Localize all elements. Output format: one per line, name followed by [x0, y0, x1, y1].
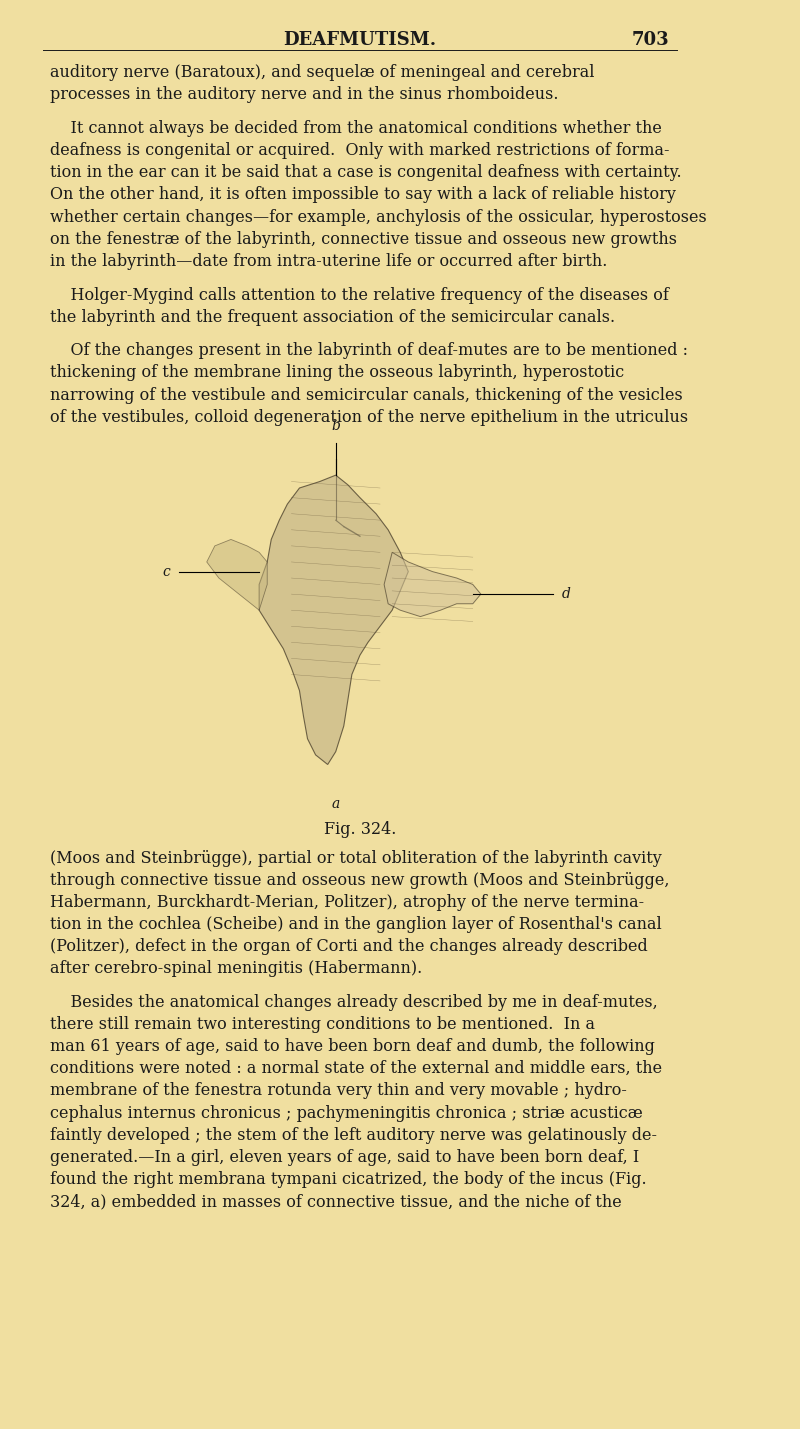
Text: processes in the auditory nerve and in the sinus rhomboideus.: processes in the auditory nerve and in t… — [50, 87, 559, 103]
Text: in the labyrinth—date from intra-uterine life or occurred after birth.: in the labyrinth—date from intra-uterine… — [50, 253, 608, 270]
Text: tion in the ear can it be said that a case is congenital deafness with certainty: tion in the ear can it be said that a ca… — [50, 164, 682, 181]
Text: 703: 703 — [632, 31, 670, 50]
Text: of the vestibules, colloid degeneration of the nerve epithelium in the utriculus: of the vestibules, colloid degeneration … — [50, 409, 689, 426]
Text: On the other hand, it is often impossible to say with a lack of reliable history: On the other hand, it is often impossibl… — [50, 186, 676, 203]
Polygon shape — [206, 539, 267, 610]
Text: (Politzer), defect in the organ of Corti and the changes already described: (Politzer), defect in the organ of Corti… — [50, 937, 648, 955]
Text: the labyrinth and the frequent association of the semicircular canals.: the labyrinth and the frequent associati… — [50, 309, 615, 326]
Text: b: b — [331, 419, 340, 433]
Text: tion in the cochlea (Scheibe) and in the ganglion layer of Rosenthal's canal: tion in the cochlea (Scheibe) and in the… — [50, 916, 662, 933]
Text: thickening of the membrane lining the osseous labyrinth, hyperostotic: thickening of the membrane lining the os… — [50, 364, 625, 382]
Text: (Moos and Steinbrügge), partial or total obliteration of the labyrinth cavity: (Moos and Steinbrügge), partial or total… — [50, 849, 662, 866]
Text: on the fenestræ of the labyrinth, connective tissue and osseous new growths: on the fenestræ of the labyrinth, connec… — [50, 230, 678, 247]
Text: Of the changes present in the labyrinth of deaf-mutes are to be mentioned :: Of the changes present in the labyrinth … — [50, 342, 688, 359]
Text: conditions were noted : a normal state of the external and middle ears, the: conditions were noted : a normal state o… — [50, 1060, 662, 1077]
Text: Besides the anatomical changes already described by me in deaf-mutes,: Besides the anatomical changes already d… — [50, 993, 658, 1010]
Text: found the right membrana tympani cicatrized, the body of the incus (Fig.: found the right membrana tympani cicatri… — [50, 1170, 647, 1187]
Text: generated.—In a girl, eleven years of age, said to have been born deaf, I: generated.—In a girl, eleven years of ag… — [50, 1149, 640, 1166]
Text: It cannot always be decided from the anatomical conditions whether the: It cannot always be decided from the ana… — [50, 120, 662, 137]
Text: after cerebro-spinal meningitis (Habermann).: after cerebro-spinal meningitis (Haberma… — [50, 960, 422, 977]
Text: narrowing of the vestibule and semicircular canals, thickening of the vesicles: narrowing of the vestibule and semicircu… — [50, 386, 683, 403]
Text: 324, a) embedded in masses of connective tissue, and the niche of the: 324, a) embedded in masses of connective… — [50, 1193, 622, 1210]
Text: a: a — [332, 796, 340, 810]
Text: Holger-Mygind calls attention to the relative frequency of the diseases of: Holger-Mygind calls attention to the rel… — [50, 286, 670, 303]
Text: DEAFMUTISM.: DEAFMUTISM. — [283, 31, 437, 50]
Text: deafness is congenital or acquired.  Only with marked restrictions of forma-: deafness is congenital or acquired. Only… — [50, 141, 670, 159]
Text: faintly developed ; the stem of the left auditory nerve was gelatinously de-: faintly developed ; the stem of the left… — [50, 1126, 658, 1143]
Text: Fig. 324.: Fig. 324. — [324, 820, 396, 837]
Text: cephalus internus chronicus ; pachymeningitis chronica ; striæ acusticæ: cephalus internus chronicus ; pachymenin… — [50, 1105, 643, 1122]
Text: Habermann, Burckhardt-Merian, Politzer), atrophy of the nerve termina-: Habermann, Burckhardt-Merian, Politzer),… — [50, 893, 645, 910]
Text: membrane of the fenestra rotunda very thin and very movable ; hydro-: membrane of the fenestra rotunda very th… — [50, 1082, 627, 1099]
Polygon shape — [259, 474, 408, 765]
Text: man 61 years of age, said to have been born deaf and dumb, the following: man 61 years of age, said to have been b… — [50, 1037, 655, 1055]
Text: d: d — [562, 587, 570, 602]
Text: whether certain changes—for example, anchylosis of the ossicular, hyperostoses: whether certain changes—for example, anc… — [50, 209, 707, 226]
Text: there still remain two interesting conditions to be mentioned.  In a: there still remain two interesting condi… — [50, 1016, 595, 1033]
Text: through connective tissue and osseous new growth (Moos and Steinbrügge,: through connective tissue and osseous ne… — [50, 872, 670, 889]
Polygon shape — [384, 552, 481, 616]
Text: c: c — [162, 564, 170, 579]
Text: auditory nerve (Baratoux), and sequelæ of meningeal and cerebral: auditory nerve (Baratoux), and sequelæ o… — [50, 64, 595, 81]
